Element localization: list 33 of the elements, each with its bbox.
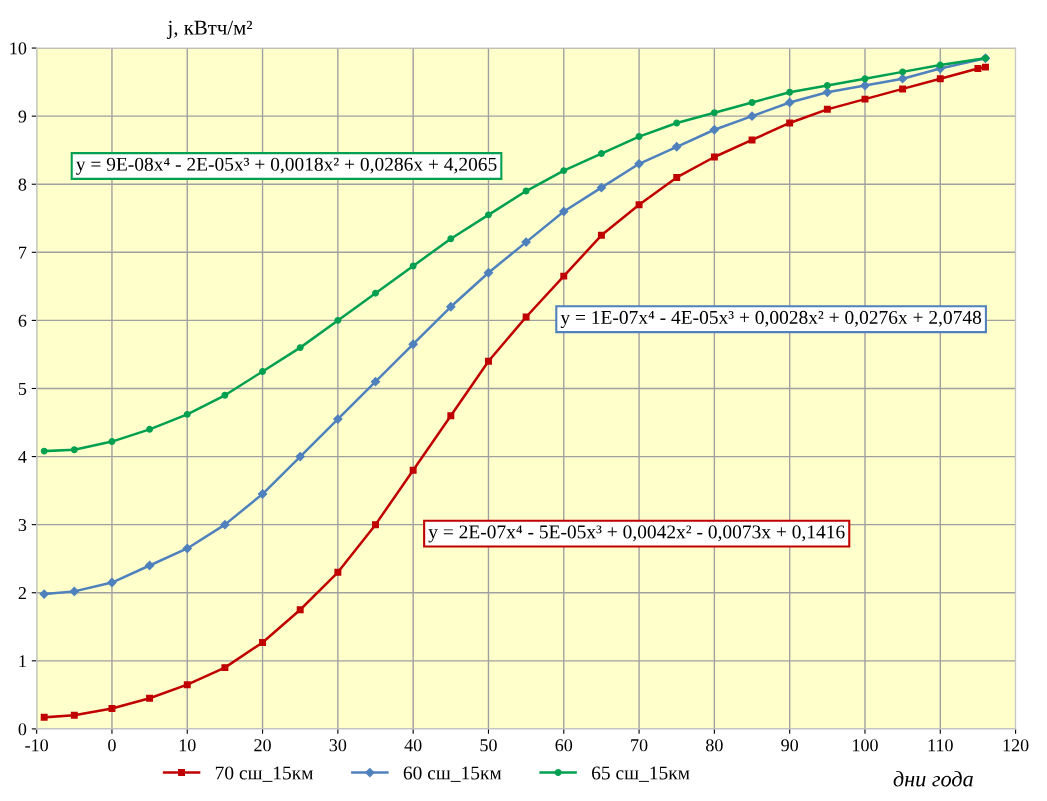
x-tick-label: 110 xyxy=(928,739,953,752)
y-tick-label: 0 xyxy=(18,723,27,736)
annotation: y = 1E-07x⁴ - 4E-05x³ + 0,0028x² + 0,0276x + 2,0748 xyxy=(560,310,982,328)
x-tick-label: 70 xyxy=(631,739,648,752)
x-tick-label: 90 xyxy=(781,739,799,752)
y-axis-title: j, кВтч/м² xyxy=(166,20,253,39)
y-tick-label: 8 xyxy=(18,178,27,191)
y-tick-label: 5 xyxy=(18,382,27,395)
legend-label: 65 сш_15км xyxy=(592,766,690,782)
y-tick-label: 10 xyxy=(10,42,27,55)
y-tick-label: 4 xyxy=(18,450,27,463)
x-tick-label: 50 xyxy=(480,739,497,752)
y-tick-label: 3 xyxy=(18,518,27,532)
x-tick-label: 40 xyxy=(404,739,422,752)
y-tick-label: 9 xyxy=(18,110,27,123)
x-tick-label: 60 xyxy=(555,739,573,752)
y-tick-label: 1 xyxy=(19,655,26,668)
y-tick-label: 7 xyxy=(19,246,27,259)
x-tick-label: 100 xyxy=(853,739,878,752)
x-tick-label: 120 xyxy=(1003,739,1029,752)
y-tick-label: 6 xyxy=(18,314,27,327)
annotation: y = 2E-07x⁴ - 5E-05x³ + 0,0042x² - 0,0073x + 0,1416 xyxy=(428,525,845,543)
x-tick-label: 30 xyxy=(329,739,347,752)
x-tick-label: 10 xyxy=(179,739,196,752)
x-axis-title: дни года xyxy=(893,770,973,787)
x-tick-label: 0 xyxy=(108,739,116,752)
x-tick-label: -10 xyxy=(25,739,48,752)
y-tick-label: 2 xyxy=(18,587,26,599)
legend-label: 70 сш_15км xyxy=(215,766,314,782)
annotation: y = 9E-08x⁴ - 2E-05x³ + 0,0018x² + 0,0286x + 4,2065 xyxy=(76,157,497,175)
x-tick-label: 80 xyxy=(706,739,723,752)
x-tick-label: 20 xyxy=(254,739,271,752)
legend-label: 60 сш_15км xyxy=(403,766,502,782)
